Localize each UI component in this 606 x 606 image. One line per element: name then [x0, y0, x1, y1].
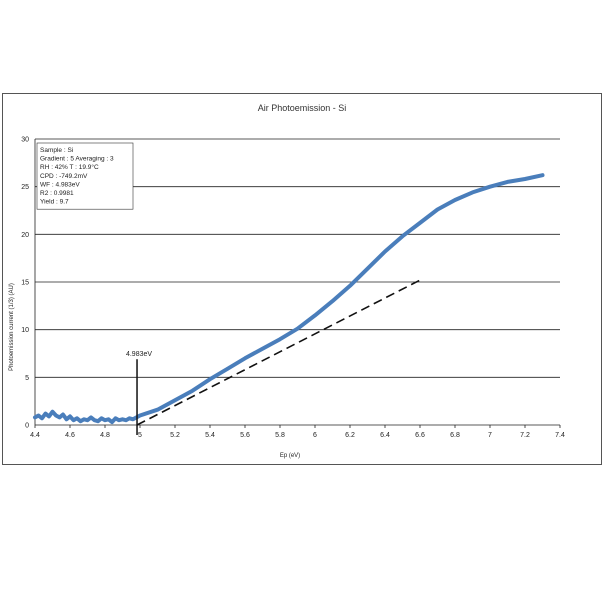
- x-tick-label: 5.2: [170, 432, 180, 439]
- info-line: RH : 42% T : 19.9°C: [40, 163, 99, 171]
- info-line: Gradient : 5 Averaging : 3: [40, 156, 114, 163]
- x-tick-label: 7.4: [555, 432, 565, 439]
- data-series: [33, 173, 545, 426]
- y-tick-label: 15: [21, 280, 29, 287]
- x-tick-label: 6.4: [380, 432, 390, 439]
- chart-frame: Air Photoemission - Si 4.4 4.6 4.8 5 5.2 5.4 5…: [2, 93, 602, 465]
- x-tick-labels: 4.4 4.6 4.8 5 5.2 5.4 5.6 5.8 6 6.2 6.4 6.6 6.8 7 7.2 7…: [30, 432, 565, 439]
- y-tick-label: 20: [21, 232, 29, 239]
- wf-marker-label: 4.983eV: [126, 351, 152, 358]
- info-line: Sample : Si: [40, 147, 73, 154]
- info-box-border: [36, 142, 134, 210]
- x-tick-label: 7: [488, 432, 492, 439]
- x-tick-label: 6: [313, 432, 317, 439]
- y-tick-label: 5: [25, 375, 29, 382]
- x-tick-label: 5.4: [205, 432, 215, 439]
- x-tick-label: 6.8: [450, 432, 460, 439]
- wf-annotation: 4.983eV: [126, 351, 152, 435]
- x-tick-label: 6.2: [345, 432, 355, 439]
- x-tick-label: 5: [138, 432, 142, 439]
- y-tick-label: 30: [21, 137, 29, 144]
- x-tick-label: 5.8: [275, 432, 285, 439]
- y-tick-label: 25: [21, 184, 29, 191]
- info-box: Sample : Si Gradient : 5 Averaging : 3RH …: [36, 142, 134, 210]
- x-tick-label: 6.6: [415, 432, 425, 439]
- fit-line: [136, 279, 421, 426]
- photoemission-chart: Air Photoemission - Si 4.4 4.6 4.8 5 5.2 5.4 5…: [9, 103, 565, 459]
- y-tick-labels: 0 5 10 15 20 25 30: [21, 137, 29, 430]
- y-tick-label: 10: [21, 327, 29, 334]
- chart-title: Air Photoemission - Si: [258, 103, 347, 113]
- photoemission-curve: [33, 173, 545, 425]
- x-tick-label: 7.2: [520, 432, 530, 439]
- info-line: CPD : -749.2mV: [40, 173, 88, 180]
- x-tick-label: 4.6: [65, 432, 75, 439]
- x-tick-label: 4.8: [100, 432, 110, 439]
- info-line: R2 : 0.9981: [40, 190, 74, 197]
- info-line: Yield : 9.7: [40, 199, 69, 206]
- x-tick-label: 4.4: [30, 432, 40, 439]
- info-line: WF : 4.983eV: [40, 181, 80, 188]
- x-axis-title: Ep (eV): [280, 453, 300, 459]
- y-axis-title: Photoemission current (1/3) (AU): [9, 283, 15, 371]
- x-tick-label: 5.6: [240, 432, 250, 439]
- y-tick-label: 0: [25, 423, 29, 430]
- axes: [34, 139, 561, 428]
